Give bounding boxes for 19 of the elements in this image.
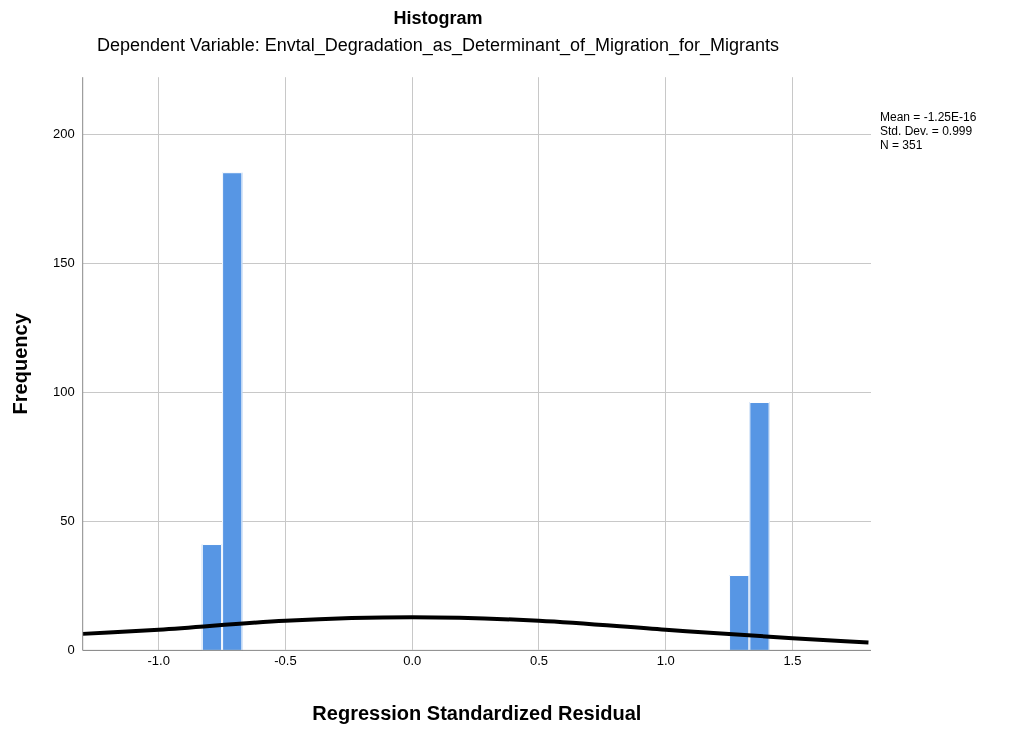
x-tick-label: 0.5	[529, 652, 548, 668]
chart-subtitle: Dependent Variable: Envtal_Degradation_as_Determinant_of_Migration_for_Migrants	[96, 35, 780, 57]
y-tick-label: 100	[52, 383, 75, 399]
x-tick-label: -0.5	[274, 652, 297, 668]
y-tick-label: 150	[52, 254, 75, 270]
y-axis-title: Frequency	[8, 312, 31, 415]
y-tick-label: 200	[52, 125, 75, 141]
line-series	[82, 615, 871, 645]
text: Mean = -1.25E-16	[880, 109, 977, 124]
x-tick-label: 1.0	[656, 652, 675, 668]
x-axis-title: Regression Standardized Residual	[312, 701, 642, 724]
y-tick-label: 50	[60, 512, 75, 528]
x-tick-label: -1.0	[147, 652, 170, 668]
chart-title: Histogram	[393, 7, 483, 28]
x-tick-label: 1.5	[783, 652, 802, 668]
text: Std. Dev. = 0.999	[880, 123, 973, 138]
x-tick-label: 0.0	[403, 652, 422, 668]
y-tick-label: 0	[67, 641, 75, 657]
text: N = 351	[880, 137, 923, 152]
